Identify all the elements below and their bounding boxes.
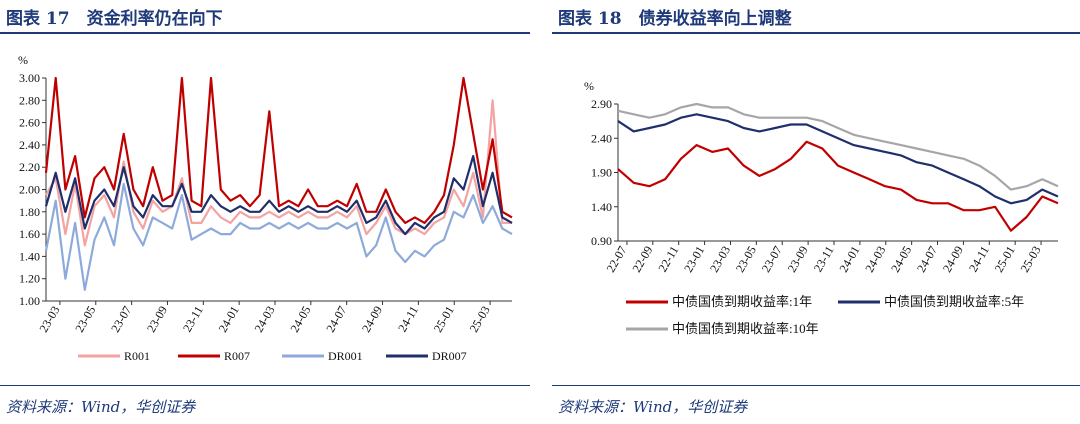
x-tick-label: 23-03 — [707, 244, 733, 275]
x-tick-label: 24-03 — [862, 244, 888, 275]
y-tick-label: 3.00 — [19, 71, 40, 85]
source-note: 资料来源：Wind，华创证券 — [6, 398, 196, 416]
y-tick-label: 2.40 — [19, 138, 40, 152]
figure-title-18: 图表 18 债券收益率向上调整 — [558, 9, 792, 29]
title-rule — [552, 32, 1080, 34]
x-tick-label: 23-07 — [759, 244, 785, 275]
series-line-中债国债到期收益率:10年 — [617, 102, 1059, 191]
y-tick-label: 2.40 — [591, 131, 612, 145]
y-axis-unit-label: % — [584, 79, 594, 93]
x-tick-label: 23-01 — [681, 244, 707, 275]
x-tick-label: 25-03 — [467, 303, 493, 334]
legend-label-中债国债到期收益率:1年: 中债国债到期收益率:1年 — [672, 294, 812, 309]
series-line-DR001 — [44, 182, 513, 291]
y-tick-label: 1.60 — [19, 227, 40, 241]
x-tick-label: 25-01 — [431, 304, 457, 335]
x-tick-label: 25-03 — [1018, 244, 1044, 275]
legend-label-DR001: DR001 — [328, 349, 363, 363]
x-tick-label: 23-03 — [36, 304, 62, 335]
y-tick-label: 1.00 — [19, 294, 40, 308]
series-line-R007 — [44, 76, 513, 224]
source-note: 资料来源：Wind，华创证券 — [558, 398, 748, 416]
x-tick-label: 24-07 — [914, 244, 940, 275]
series-line-中债国债到期收益率:1年 — [617, 140, 1059, 232]
x-tick-label: 24-05 — [287, 304, 313, 335]
y-tick-label: 0.90 — [591, 234, 612, 248]
x-tick-label: 24-05 — [888, 244, 914, 275]
y-tick-label: 1.80 — [19, 205, 40, 219]
x-tick-label: 24-11 — [966, 244, 992, 275]
source-rule — [0, 385, 530, 386]
money-market-rate-chart: % 1.00 1.20 1.40 1.60 1.80 2.00 2.20 2.40 2.60 2.8… — [18, 53, 513, 363]
x-tick-label: 24-03 — [251, 304, 277, 335]
x-tick-label: 24-01 — [216, 304, 242, 335]
x-tick-label: 23-07 — [108, 304, 134, 335]
y-axis-unit-label: % — [18, 53, 28, 67]
x-tick-label: 24-09 — [940, 244, 966, 275]
y-tick-label: 2.80 — [19, 93, 40, 107]
y-tick-label: 1.40 — [19, 249, 40, 263]
x-tick-label: 22-09 — [629, 244, 655, 275]
y-tick-label: 1.40 — [591, 200, 612, 214]
x-tick-label: 23-09 — [785, 244, 811, 275]
series-line-DR007 — [44, 155, 513, 236]
right-panel: 图表 18 债券收益率向上调整 % 0.90 1.40 1.90 2.40 2.90 22-… — [552, 0, 1080, 424]
legend-label-中债国债到期收益率:10年: 中债国债到期收益率:10年 — [672, 321, 819, 336]
y-tick-label: 2.60 — [19, 116, 40, 130]
y-tick-label: 1.20 — [19, 272, 40, 286]
left-panel: 图表 17 资金利率仍在向下 % 1.00 1.20 1.40 1.60 1.80 2.00… — [0, 0, 530, 424]
x-tick-label: 24-07 — [323, 304, 349, 335]
title-rule — [0, 32, 530, 34]
x-tick-label: 24-11 — [395, 304, 421, 335]
series-line-R001 — [45, 99, 512, 247]
y-tick-label: 2.90 — [591, 97, 612, 111]
y-tick-label: 1.90 — [591, 166, 612, 180]
source-rule — [552, 385, 1080, 386]
x-tick-label: 25-01 — [992, 244, 1018, 275]
y-tick-label: 2.20 — [19, 160, 40, 174]
y-tick-label: 2.00 — [19, 183, 40, 197]
x-tick-label: 24-09 — [359, 304, 385, 335]
series-line-中债国债到期收益率:5年 — [617, 113, 1059, 205]
x-tick-label: 23-11 — [180, 304, 206, 335]
x-tick-label: 23-11 — [811, 244, 837, 275]
x-tick-label: 24-01 — [836, 244, 862, 275]
legend-label-DR007: DR007 — [432, 349, 467, 363]
x-tick-label: 23-09 — [144, 304, 170, 335]
x-tick-label: 22-11 — [655, 244, 681, 275]
legend-label-R007: R007 — [224, 349, 250, 363]
legend-label-R001: R001 — [124, 349, 150, 363]
figure-title-17: 图表 17 资金利率仍在向下 — [6, 9, 223, 29]
x-tick-label: 22-07 — [603, 244, 629, 275]
legend-label-中债国债到期收益率:5年: 中债国债到期收益率:5年 — [884, 294, 1024, 309]
x-tick-label: 23-05 — [72, 304, 98, 335]
x-tick-label: 23-05 — [733, 244, 759, 275]
